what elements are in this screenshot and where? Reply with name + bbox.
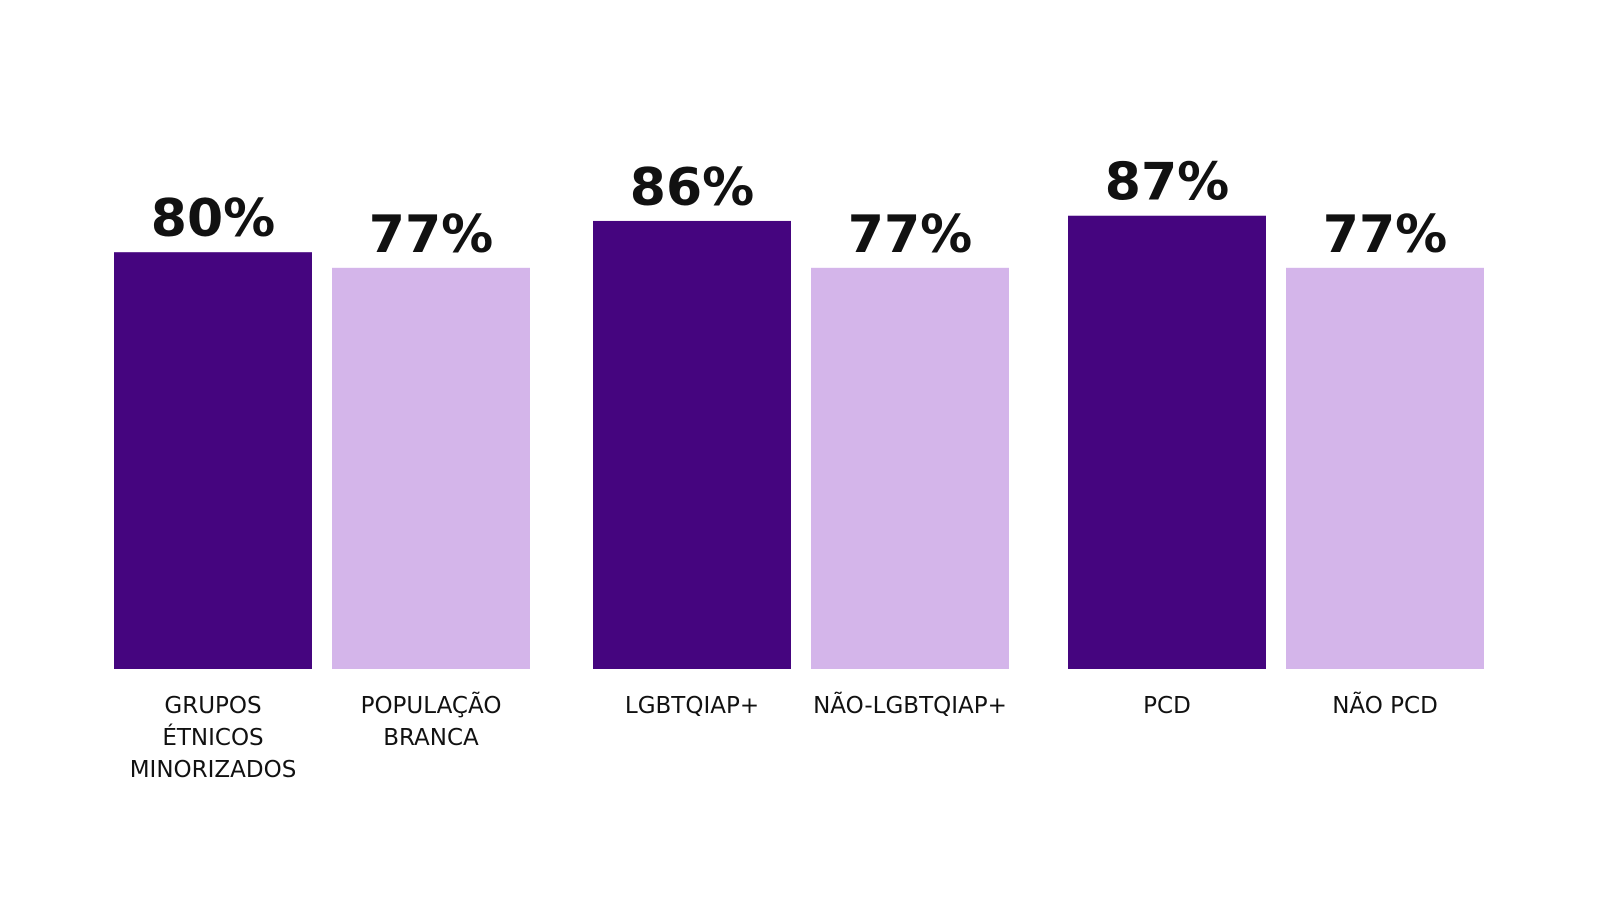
category-label-0: GRUPOS ÉTNICOS MINORIZADOS	[130, 693, 297, 783]
bar-2	[593, 220, 791, 669]
value-label-2: 86%	[630, 158, 754, 218]
bars-group	[114, 215, 1484, 670]
category-label-4: PCD	[1143, 693, 1191, 719]
category-labels-group: GRUPOS ÉTNICOS MINORIZADOS POPULAÇÃO BRANCA L…	[130, 691, 1438, 783]
value-label-4: 87%	[1105, 153, 1229, 213]
category-label-2: LGBTQIAP+	[625, 693, 759, 719]
bar-1	[332, 267, 530, 669]
category-label-1: POPULAÇÃO BRANCA	[361, 691, 502, 751]
value-label-5: 77%	[1323, 205, 1447, 265]
category-label-line: BRANCA	[383, 725, 479, 751]
category-label-line: NÃO PCD	[1332, 691, 1438, 719]
bar-3	[811, 267, 1009, 669]
category-label-line: POPULAÇÃO	[361, 691, 502, 719]
category-label-line: GRUPOS	[164, 693, 261, 719]
bar-5	[1286, 267, 1484, 669]
bar-0	[114, 252, 312, 669]
category-label-line: PCD	[1143, 693, 1191, 719]
value-label-0: 80%	[151, 189, 275, 249]
category-label-line: MINORIZADOS	[130, 757, 297, 783]
value-labels-group: 80% 77% 86% 77% 87% 77%	[151, 153, 1447, 265]
value-label-3: 77%	[848, 205, 972, 265]
category-label-line: ÉTNICOS	[162, 723, 263, 751]
category-label-3: NÃO-LGBTQIAP+	[813, 691, 1007, 719]
category-label-line: LGBTQIAP+	[625, 693, 759, 719]
category-label-5: NÃO PCD	[1332, 691, 1438, 719]
bar-4	[1068, 215, 1266, 670]
value-label-1: 77%	[369, 205, 493, 265]
category-label-line: NÃO-LGBTQIAP+	[813, 691, 1007, 719]
